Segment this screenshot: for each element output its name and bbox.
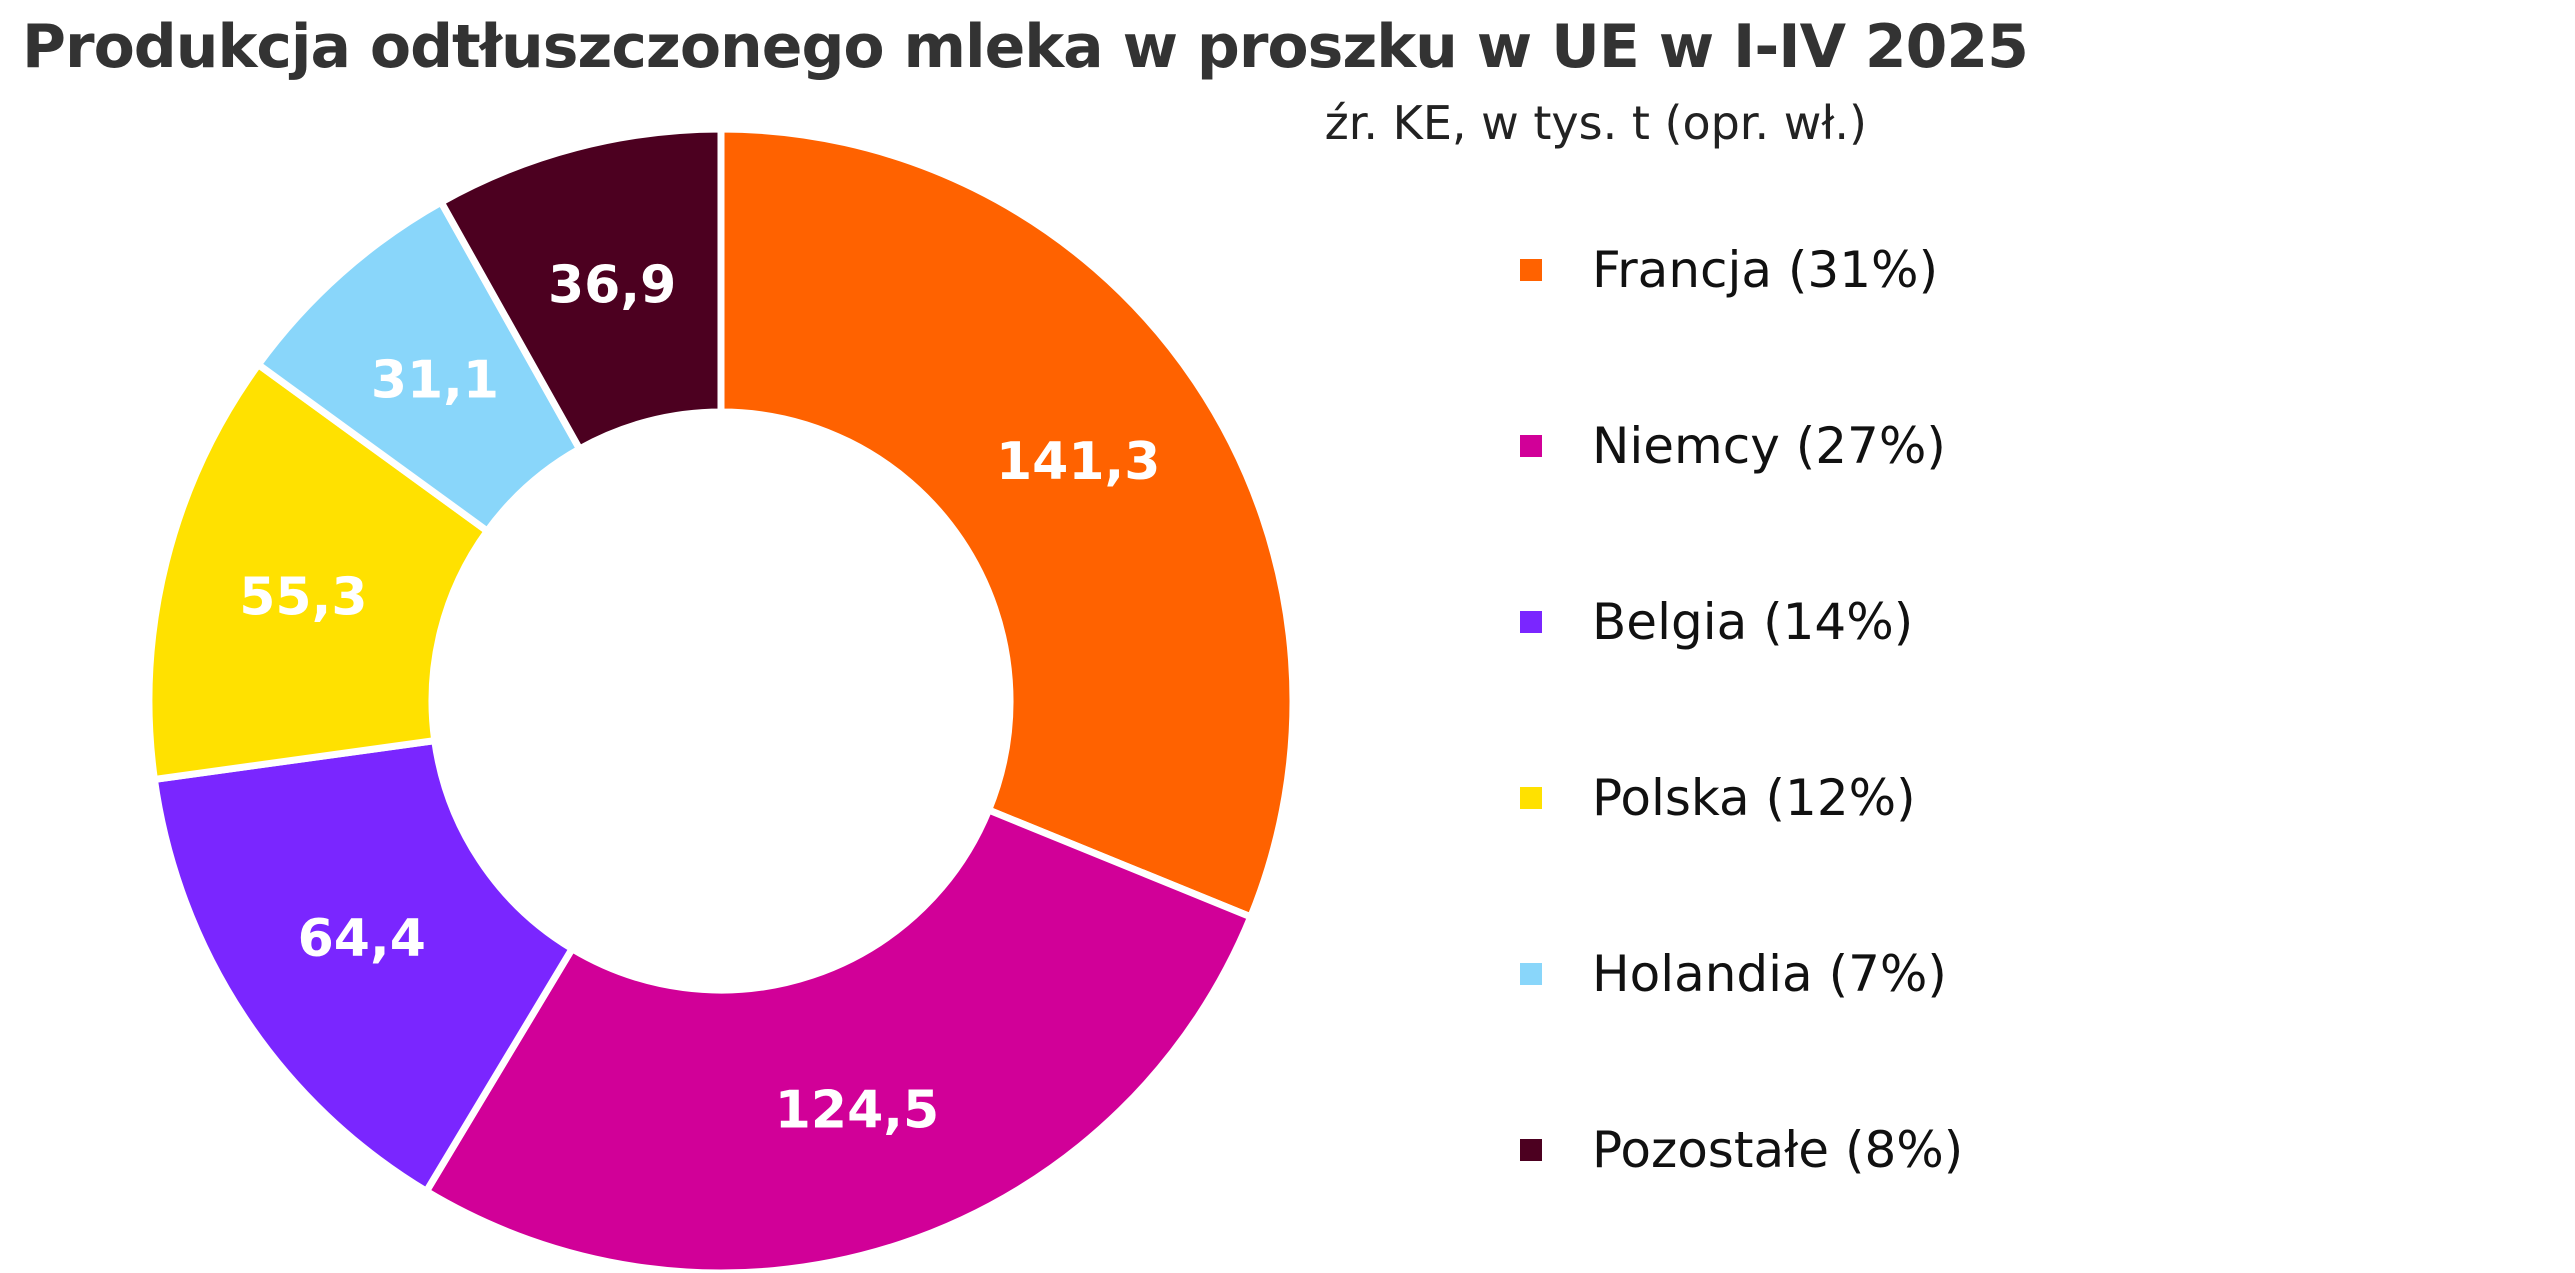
- data-label: 124,5: [775, 1080, 939, 1140]
- legend-item: Holandia (7%): [1520, 944, 1947, 1004]
- chart-title: Produkcja odtłuszczonego mleka w proszku…: [22, 12, 2029, 82]
- slice-pozostałe: [436, 125, 725, 454]
- legend-swatch: [1520, 1139, 1542, 1161]
- slice-francja: [717, 125, 1297, 922]
- chart-subtitle: źr. KE, w tys. t (opr. wł.): [1324, 96, 1867, 150]
- legend-label: Francja (31%): [1592, 241, 1939, 299]
- data-label: 141,3: [996, 432, 1160, 492]
- legend-label: Belgia (14%): [1592, 593, 1914, 651]
- legend-swatch: [1520, 787, 1542, 809]
- legend-item: Francja (31%): [1520, 240, 1938, 300]
- data-label: 31,1: [371, 350, 499, 410]
- legend-swatch: [1520, 435, 1542, 457]
- legend-item: Niemcy (27%): [1520, 416, 1946, 476]
- slice-polska: [145, 359, 493, 784]
- legend-label: Niemcy (27%): [1592, 417, 1946, 475]
- slice-niemcy: [421, 805, 1256, 1273]
- legend-swatch: [1520, 259, 1542, 281]
- donut-chart: 141,3 124,5 64,4 55,3 31,1 36,9: [145, 125, 1297, 1273]
- legend-item: Belgia (14%): [1520, 592, 1913, 652]
- slice-belgia: [150, 736, 577, 1197]
- data-label: 36,9: [548, 255, 676, 315]
- legend-swatch: [1520, 611, 1542, 633]
- legend-item: Polska (12%): [1520, 768, 1916, 828]
- legend-swatch: [1520, 963, 1542, 985]
- legend-label: Pozostałe (8%): [1592, 1121, 1964, 1179]
- data-label: 55,3: [239, 567, 367, 627]
- data-label: 64,4: [298, 909, 426, 969]
- legend-label: Polska (12%): [1592, 769, 1916, 827]
- legend-item: Pozostałe (8%): [1520, 1120, 1963, 1180]
- legend-label: Holandia (7%): [1592, 945, 1947, 1003]
